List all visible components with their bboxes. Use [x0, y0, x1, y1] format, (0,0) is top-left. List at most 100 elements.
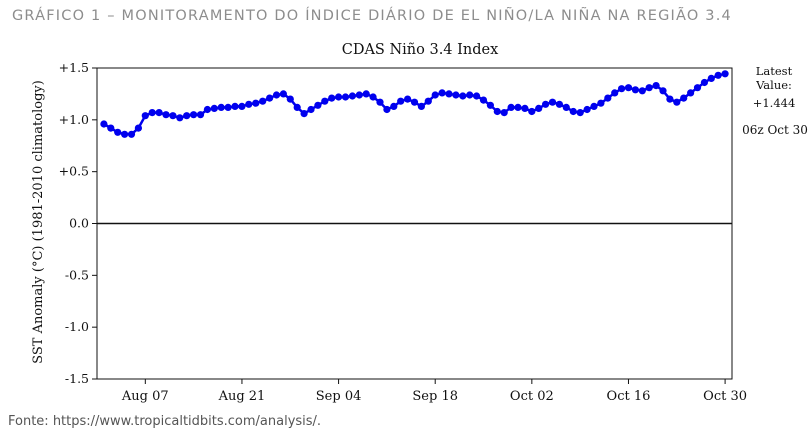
data-point: [362, 90, 370, 98]
data-point: [631, 86, 640, 94]
data-point: [542, 100, 550, 108]
data-point: [535, 104, 543, 112]
data-point: [238, 102, 246, 110]
data-point: [176, 114, 184, 122]
data-point: [376, 98, 384, 106]
data-point: [286, 95, 294, 103]
x-tick-label: Oct 16: [607, 389, 651, 404]
data-point: [300, 110, 308, 118]
latest-value-time: 06z Oct 30: [742, 123, 808, 137]
data-point: [604, 94, 612, 102]
data-point: [404, 95, 412, 103]
data-point: [134, 124, 142, 132]
series-nino34: [100, 70, 729, 138]
data-point: [127, 130, 136, 138]
y-tick-label: +1.5: [59, 60, 89, 75]
data-point: [438, 89, 446, 97]
data-point: [680, 94, 688, 102]
latest-value-label: Latest Value:: [755, 64, 793, 92]
data-point: [335, 93, 343, 101]
data-point: [383, 105, 391, 114]
data-point: [569, 107, 577, 116]
data-point: [459, 92, 467, 100]
data-point: [190, 111, 198, 119]
data-point: [493, 107, 501, 116]
data-point: [231, 102, 239, 110]
data-point: [279, 90, 287, 98]
data-point: [611, 89, 619, 97]
data-point: [141, 112, 149, 120]
data-point: [590, 102, 598, 110]
data-point: [217, 103, 225, 111]
data-point: [348, 92, 356, 100]
data-point: [652, 82, 660, 90]
data-point: [576, 109, 584, 117]
latest-value: +1.444: [753, 96, 796, 110]
data-point: [618, 85, 626, 93]
data-point: [645, 84, 653, 92]
data-point: [638, 87, 646, 95]
data-point: [597, 99, 605, 107]
data-point: [673, 98, 681, 106]
data-point: [687, 89, 695, 97]
data-point: [507, 103, 515, 111]
y-tick-label: 0.0: [69, 216, 89, 231]
data-point: [259, 97, 267, 105]
y-tick-label: -0.5: [65, 267, 89, 282]
data-point: [666, 95, 674, 103]
y-tick-label: -1.0: [65, 319, 89, 334]
x-tick-label: Aug 07: [121, 389, 169, 404]
data-point: [452, 91, 460, 99]
data-point: [466, 91, 474, 99]
data-point: [693, 84, 702, 92]
data-point: [272, 91, 281, 99]
data-point: [555, 100, 564, 108]
data-point: [707, 74, 715, 82]
x-tick-label: Oct 30: [703, 389, 747, 404]
data-point: [659, 87, 667, 95]
figure-caption: GRÁFICO 1 – MONITORAMENTO DO ÍNDICE DIÁR…: [12, 8, 732, 24]
data-point: [252, 99, 260, 107]
data-point: [417, 102, 425, 110]
data-point: [114, 128, 122, 136]
data-point: [169, 112, 177, 120]
data-point: [355, 91, 363, 99]
data-point: [224, 103, 232, 111]
x-tick-label: Sep 18: [412, 389, 458, 404]
data-point: [624, 84, 633, 92]
latest-value-annotation: Latest Value: +1.444 06z Oct 30: [742, 64, 808, 137]
data-point: [431, 91, 439, 99]
data-point: [500, 109, 508, 117]
y-tick-label: +1.0: [59, 112, 89, 127]
data-point: [410, 98, 419, 106]
data-point: [293, 103, 301, 111]
data-point: [321, 97, 329, 105]
data-point: [486, 101, 494, 109]
data-point: [196, 111, 205, 119]
data-point: [390, 102, 398, 110]
data-point: [341, 93, 350, 101]
y-tick-label: +0.5: [59, 164, 89, 179]
data-point: [148, 109, 156, 117]
data-point: [583, 105, 591, 114]
data-point: [183, 112, 191, 120]
data-point: [210, 104, 218, 112]
data-point: [307, 105, 315, 114]
data-point: [397, 97, 405, 105]
data-point: [328, 94, 336, 102]
chart-title: CDAS Niño 3.4 Index: [342, 42, 499, 58]
data-point: [473, 92, 481, 100]
data-point: [162, 111, 170, 119]
data-point: [107, 124, 115, 132]
data-point: [155, 109, 163, 117]
data-point: [203, 105, 211, 114]
data-point: [548, 98, 557, 106]
y-axis-label: SST Anomaly (°C) (1981-2010 climatology): [31, 80, 46, 364]
x-tick-label: Oct 02: [510, 389, 554, 404]
data-point: [721, 70, 729, 78]
data-point: [266, 94, 274, 102]
x-tick-label: Sep 04: [316, 389, 362, 404]
data-point: [424, 97, 432, 105]
data-point: [514, 103, 522, 111]
data-point: [562, 103, 570, 111]
